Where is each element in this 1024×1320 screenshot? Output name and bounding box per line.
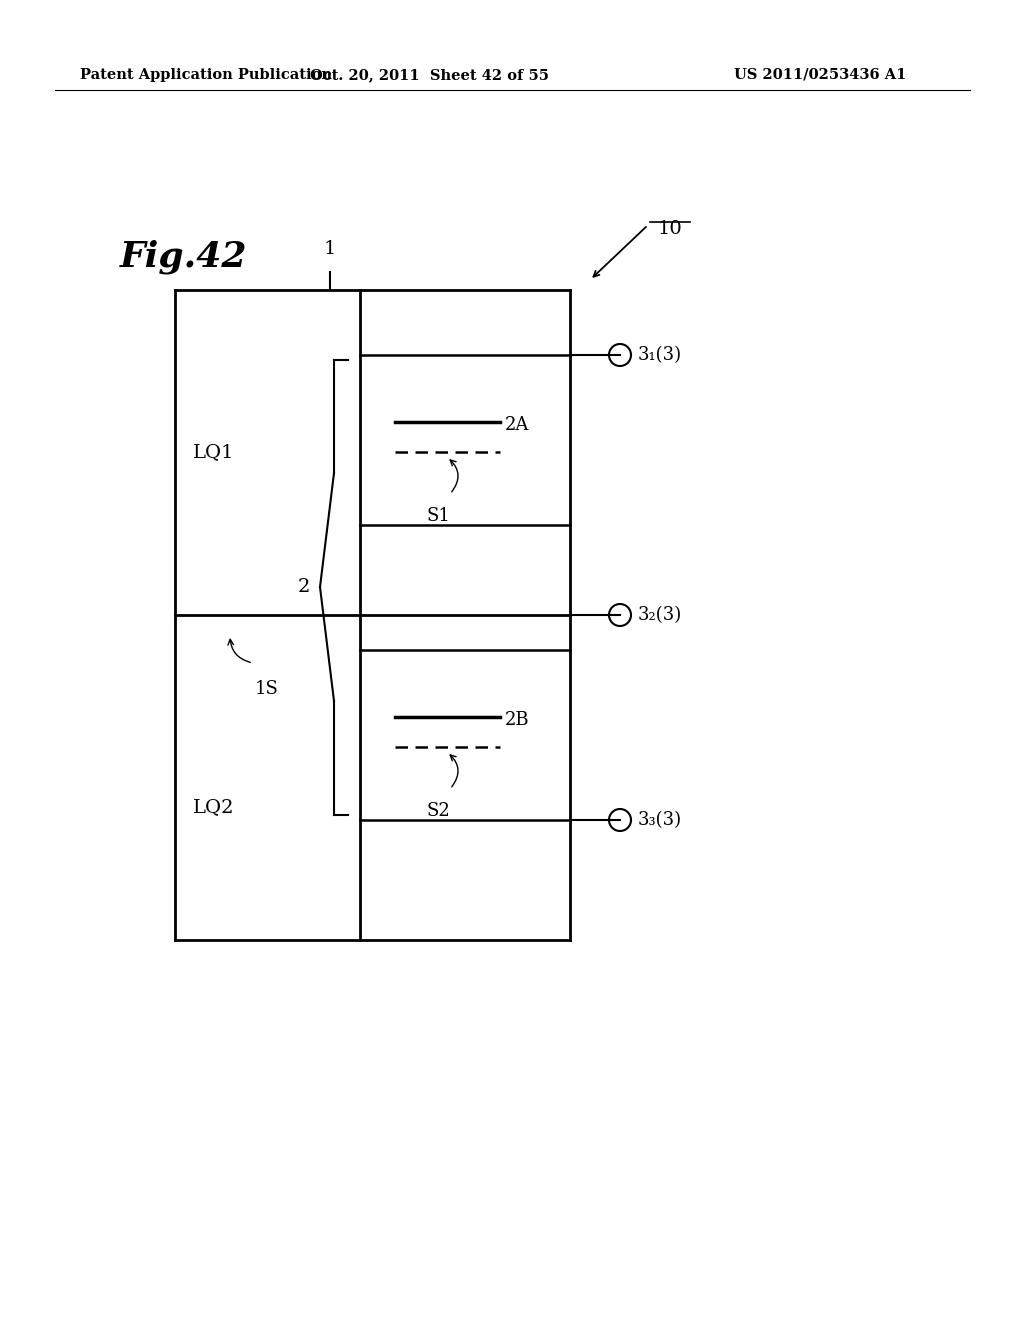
Text: Patent Application Publication: Patent Application Publication — [80, 69, 332, 82]
Text: 1: 1 — [324, 240, 336, 257]
Text: 3₃(3): 3₃(3) — [638, 810, 682, 829]
Text: 2B: 2B — [505, 711, 529, 729]
Text: 2: 2 — [298, 578, 310, 597]
Text: 10: 10 — [657, 220, 682, 238]
Text: US 2011/0253436 A1: US 2011/0253436 A1 — [734, 69, 906, 82]
Text: S1: S1 — [427, 507, 451, 525]
Text: Fig.42: Fig.42 — [120, 240, 248, 275]
Text: S2: S2 — [427, 803, 451, 820]
Text: LQ1: LQ1 — [193, 444, 234, 461]
Text: LQ2: LQ2 — [193, 799, 234, 816]
Text: 2A: 2A — [505, 416, 529, 434]
Text: 3₂(3): 3₂(3) — [638, 606, 682, 624]
Text: Oct. 20, 2011  Sheet 42 of 55: Oct. 20, 2011 Sheet 42 of 55 — [310, 69, 550, 82]
Text: 3₁(3): 3₁(3) — [638, 346, 682, 364]
Text: 1S: 1S — [255, 680, 279, 698]
